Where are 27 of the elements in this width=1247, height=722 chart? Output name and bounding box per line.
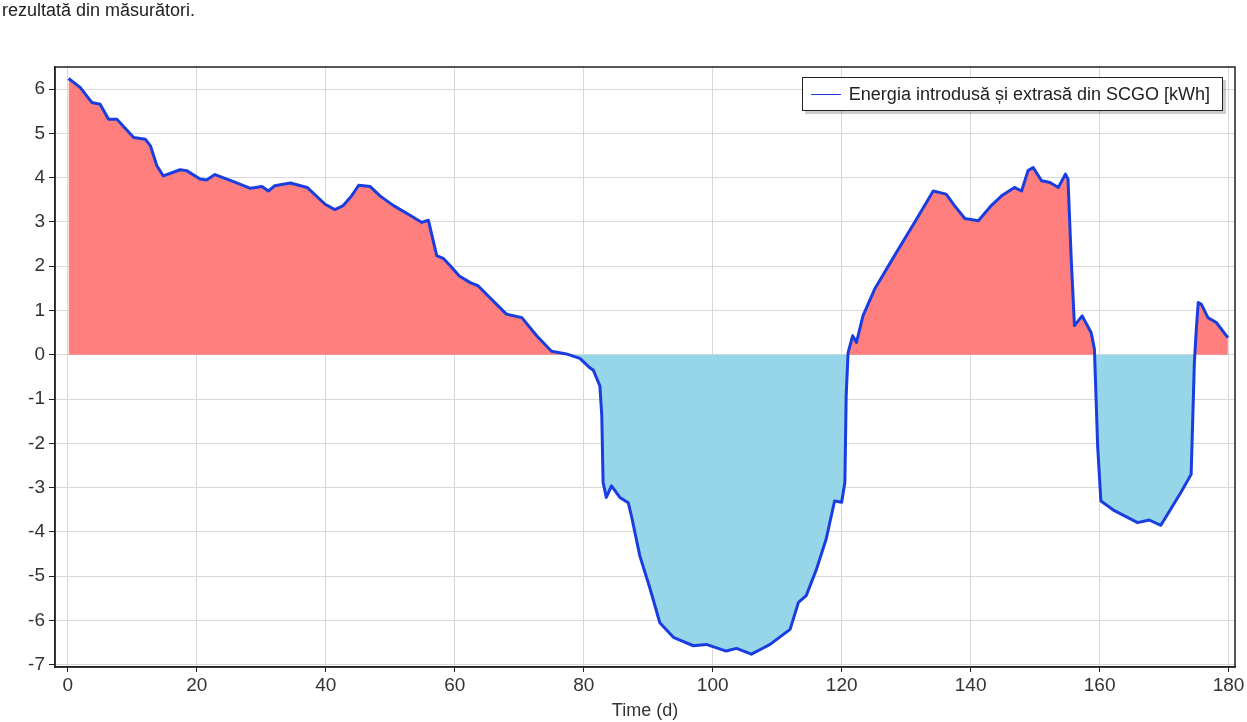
x-tick-label: 100 (696, 673, 729, 695)
y-tick-label: 0 (34, 343, 45, 365)
legend-label: Energia introdusă și extrasă din SCGO [kWh] (848, 83, 1210, 106)
y-tick-label: -4 (28, 520, 46, 542)
y-tick-label: 3 (34, 210, 45, 232)
text: rezultată din măsurători. (2, 0, 196, 21)
x-tick-label: 40 (315, 673, 337, 695)
y-tick-label: 4 (34, 165, 46, 187)
y-tick-label: -6 (28, 608, 45, 630)
x-tick-label: 160 (1083, 673, 1116, 695)
x-tick-label: 140 (954, 673, 987, 695)
y-tick-label: -5 (28, 564, 45, 586)
x-tick-label: 0 (62, 673, 74, 695)
x-tick-label: 60 (444, 673, 466, 695)
x-tick-label: 80 (573, 673, 595, 695)
y-tick-label: -3 (28, 475, 45, 497)
x-axis-title: Time (d) (611, 700, 679, 721)
y-tick-label: 2 (34, 254, 45, 276)
y-tick-label: -7 (28, 653, 45, 675)
x-tick-label: 20 (186, 673, 208, 695)
y-tick-label: 1 (34, 298, 45, 320)
x-tick-label: 180 (1212, 673, 1245, 695)
y-tick-label: -2 (28, 431, 45, 453)
y-tick-label: 6 (34, 77, 45, 99)
x-tick-label: 120 (825, 673, 858, 695)
y-tick-label: 5 (34, 121, 45, 143)
y-tick-label: -1 (28, 387, 45, 409)
